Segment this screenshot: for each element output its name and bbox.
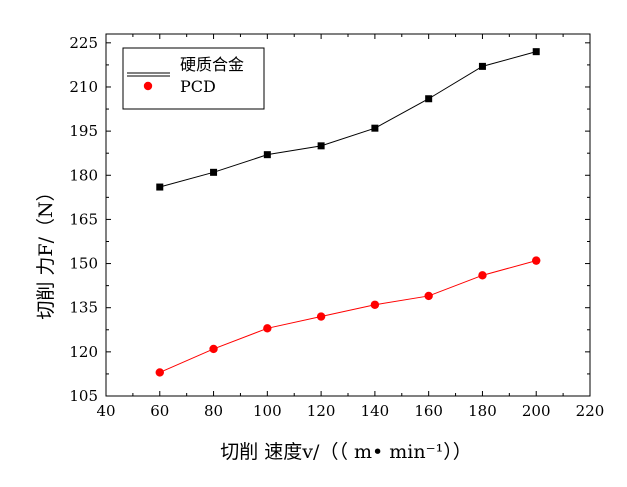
y-tick-label: 120 [69,343,98,361]
data-point-circle [316,312,326,321]
x-tick-label: 140 [361,402,390,420]
legend-label-pcd: PCD [180,77,216,96]
x-tick-label: 200 [522,402,551,420]
data-point-circle [370,300,380,309]
y-tick-label: 195 [69,122,98,140]
data-point-square [371,124,379,132]
data-point-square [210,168,218,176]
y-tick-label: 105 [69,387,98,405]
data-point-square [263,151,271,159]
series-line-0 [159,51,537,188]
data-point-circle [209,344,218,354]
data-point-circle [532,256,541,265]
y-tick-label: 225 [69,34,98,52]
x-tick-label: 100 [253,402,282,420]
data-point-circle [478,271,487,280]
legend-marker-pcd [143,81,153,91]
y-tick-label: 135 [69,299,98,317]
series-layer [155,48,541,377]
y-tick-label: 165 [69,210,98,228]
y-tick-label: 210 [69,78,98,96]
y-axis-title: 切削 力F/（N） [35,182,57,319]
data-point-square [156,183,164,191]
data-point-circle [155,368,164,377]
x-tick-label: 80 [204,402,223,420]
legend: 硬质合金 PCD [122,47,265,110]
data-point-circle [424,291,433,301]
data-point-square [478,62,486,70]
x-tick-label: 120 [307,402,336,420]
x-tick-label: 160 [414,402,443,420]
axes: 40 60 80 100 120 140 160 180 200 220 105 120 135 150 1… [69,33,605,420]
data-point-circle [263,324,272,333]
data-point-square [425,95,433,103]
x-tick-label: 60 [150,402,169,420]
legend-box [122,47,265,110]
series-line-1 [159,260,537,373]
legend-label-hard-alloy: 硬质合金 [180,55,244,74]
y-tick-label: 150 [69,255,98,273]
x-tick-label: 40 [96,402,115,420]
x-tick-label: 220 [576,402,605,420]
x-axis-title: 切削 速度v/（（ m• min⁻¹）） [220,441,471,463]
y-tick-label: 180 [69,166,98,184]
x-tick-label: 180 [468,402,497,420]
data-point-square [317,142,325,150]
data-point-square [532,48,540,56]
